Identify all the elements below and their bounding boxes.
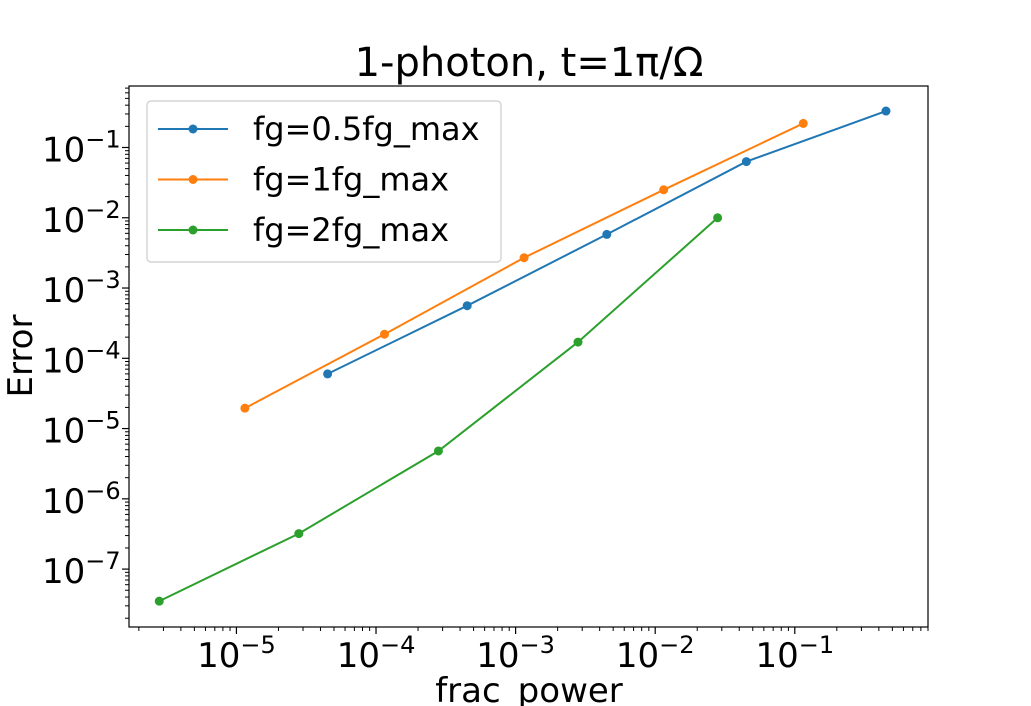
plot-area [128, 85, 929, 628]
legend-label: fg=2fg_max [253, 211, 449, 249]
y-tick-label: 10−1 [42, 125, 121, 170]
series-2 [240, 118, 808, 413]
data-point [659, 185, 669, 195]
legend-item: fg=2fg_max [158, 211, 449, 249]
data-point [379, 329, 389, 339]
x-axis-ticks: 10−5 10−4 10−3 10−2 10−1 [197, 627, 834, 676]
data-point [881, 106, 891, 116]
x-axis-title: frac_power [435, 671, 623, 706]
data-point [798, 118, 808, 128]
data-point [240, 403, 250, 413]
y-tick-label: 10−2 [42, 196, 121, 241]
data-point [462, 301, 472, 311]
y-axis-title: Error [1, 315, 41, 398]
legend: fg=0.5fg_max fg=1fg_max fg=2fg_max [146, 100, 502, 263]
data-point [573, 337, 583, 347]
chart-title: 1-photon, t=1π/Ω [355, 40, 704, 86]
data-point [154, 596, 164, 606]
y-tick-label: 10−7 [42, 547, 121, 592]
x-tick-label: 10−2 [616, 631, 695, 676]
y-tick-label: 10−4 [42, 336, 121, 381]
data-point [519, 253, 529, 263]
x-tick-label: 10−3 [476, 631, 555, 676]
data-point [323, 369, 333, 379]
legend-marker [188, 124, 198, 134]
x-tick-label: 10−4 [337, 631, 416, 676]
data-point [433, 446, 443, 456]
y-tick-label: 10−6 [42, 477, 121, 522]
legend-item: fg=1fg_max [158, 161, 449, 199]
x-tick-label: 10−1 [755, 631, 834, 676]
series-1 [323, 106, 891, 379]
legend-marker [188, 175, 198, 184]
legend-item: fg=0.5fg_max [158, 110, 480, 148]
y-tick-label: 10−3 [42, 266, 121, 311]
legend-marker [188, 225, 198, 235]
data-point [741, 157, 751, 167]
series-layer [154, 106, 891, 606]
minor-ticks [125, 87, 929, 631]
legend-box [146, 100, 502, 263]
series-3 [154, 213, 723, 606]
data-point [713, 213, 723, 223]
legend-label: fg=0.5fg_max [253, 110, 480, 148]
y-tick-label: 10−5 [42, 407, 121, 452]
x-tick-label: 10−5 [197, 631, 276, 676]
data-point [602, 229, 612, 239]
data-point [294, 529, 304, 539]
y-axis-ticks: 10−7 10−6 10−5 10−4 10−3 10−2 10−1 [42, 125, 129, 592]
legend-label: fg=1fg_max [253, 161, 449, 199]
